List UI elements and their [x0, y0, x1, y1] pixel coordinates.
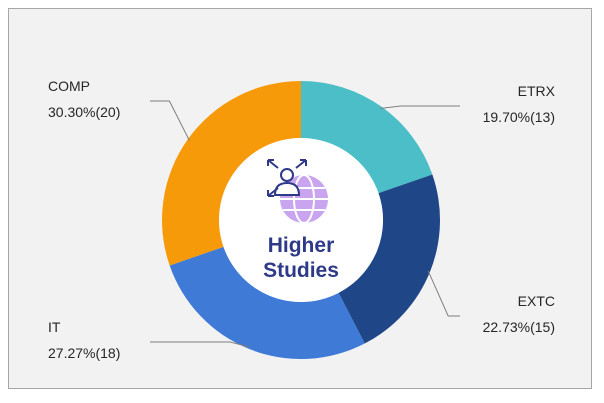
- slice-it: [169, 246, 365, 359]
- label-value-it: 27.27%(18): [48, 345, 120, 361]
- label-name-extc: EXTC: [518, 293, 555, 309]
- label-name-comp: COMP: [48, 78, 90, 94]
- leader-line-extc: [427, 270, 460, 317]
- slice-etrx: [301, 81, 433, 194]
- person-globe-arrows-icon: [267, 159, 328, 224]
- slice-comp: [162, 81, 301, 266]
- center-title-line2: Studies: [263, 259, 339, 282]
- leader-lines: [150, 100, 460, 348]
- slice-extc: [338, 174, 440, 344]
- leader-line-etrx: [380, 105, 460, 109]
- donut-slices: [162, 81, 440, 359]
- leader-line-comp: [150, 100, 190, 141]
- label-name-etrx: ETRX: [518, 83, 556, 99]
- label-value-extc: 22.73%(15): [483, 319, 555, 335]
- leader-line-it: [150, 341, 251, 348]
- label-value-comp: 30.30%(20): [48, 104, 120, 120]
- center-title-line1: Higher: [268, 234, 335, 257]
- label-value-etrx: 19.70%(13): [483, 109, 555, 125]
- label-name-it: IT: [48, 319, 61, 335]
- slice-labels: ETRX 19.70%(13) EXTC 22.73%(15) IT 27.27%(18)…: [48, 78, 556, 361]
